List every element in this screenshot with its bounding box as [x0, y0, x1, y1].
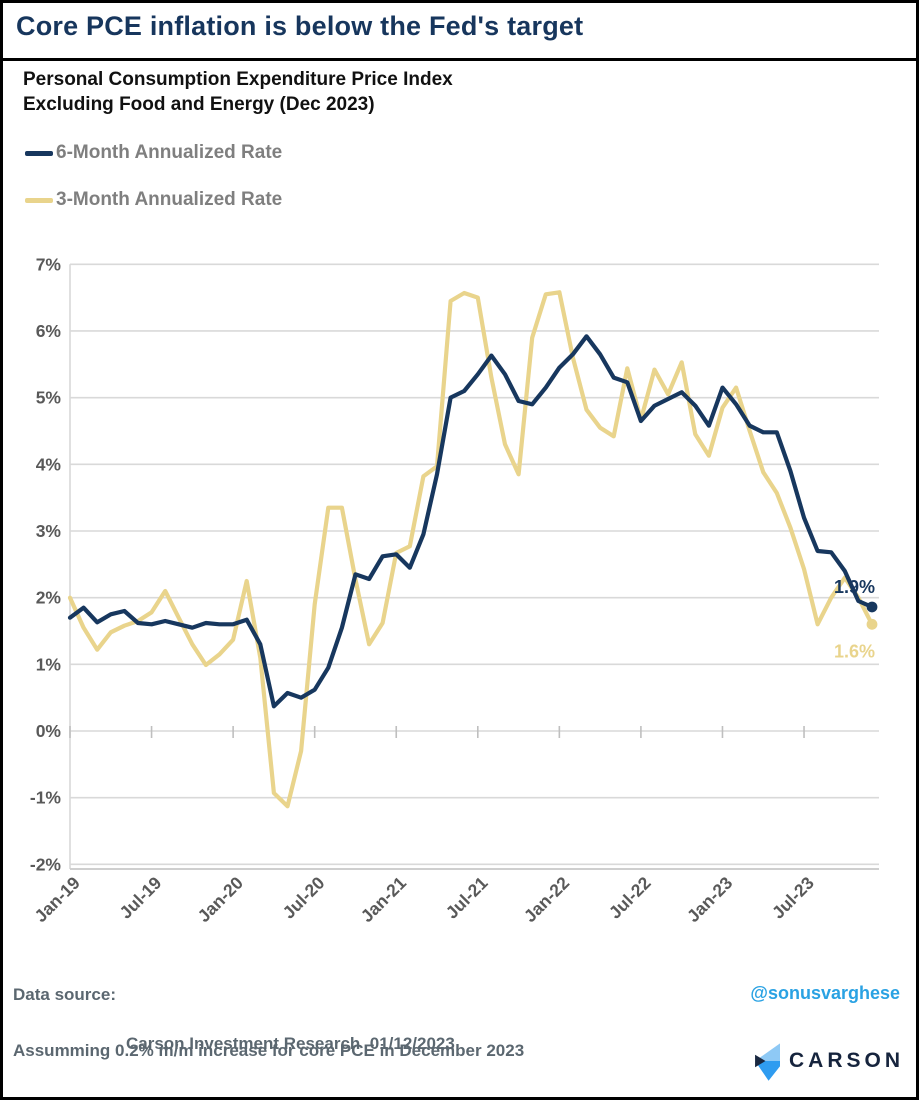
carson-logo: CARSON: [753, 1041, 904, 1081]
y-axis-label: 1%: [36, 654, 62, 674]
data-source-label: Data source:: [13, 985, 116, 1004]
data-source-line-1: Carson Investment Research 01/12/2023: [125, 1034, 455, 1054]
y-axis-label: 2%: [36, 588, 62, 608]
x-axis-label: Jul-19: [115, 872, 165, 922]
six-month-line-swatch: [25, 150, 53, 156]
x-axis-label: Jan-22: [520, 873, 574, 927]
series-end-label: 1.6%: [834, 641, 875, 661]
x-axis-label: Jan-19: [30, 873, 84, 927]
six-month-line: [67, 334, 875, 709]
legend-label: 6-Month Annualized Rate: [56, 142, 283, 163]
y-axis-label: -2%: [30, 854, 62, 874]
x-axis-label: Jan-21: [357, 873, 411, 927]
legend-label: 3-Month Annualized Rate: [56, 189, 283, 210]
three-month-line: [67, 290, 875, 809]
series-end-dot: [866, 618, 878, 630]
x-axis-label: Jul-21: [442, 872, 492, 922]
y-axis-label: 5%: [36, 388, 62, 408]
data-source: Data source: Carson Investment Research …: [13, 983, 455, 1097]
x-axis-label: Jul-22: [605, 872, 655, 922]
y-axis-label: 7%: [36, 254, 62, 274]
legend: 6-Month Annualized Rate 3-Month Annualiz…: [25, 141, 282, 235]
carson-logo-icon: [755, 1043, 780, 1081]
y-axis-label: 3%: [36, 521, 62, 541]
carson-logo-text: CARSON: [788, 1049, 904, 1072]
x-axis-label: Jan-23: [683, 873, 737, 927]
subtitle-line-1: Personal Consumption Expenditure Price I…: [23, 69, 453, 90]
y-axis-label: -1%: [30, 788, 62, 808]
series-end-label: 1.9%: [834, 577, 875, 597]
y-axis-label: 4%: [36, 454, 62, 474]
x-axis-label: Jul-23: [768, 872, 818, 922]
three-month-line-swatch: [25, 197, 53, 203]
data-source-value: Carson Investment Research 01/12/2023 FR…: [125, 983, 455, 1097]
y-axis-label: 6%: [36, 321, 62, 341]
assumption-note: Assumming 0.2% m/m increase for core PCE…: [13, 1041, 525, 1060]
chart-subtitle: Personal Consumption Expenditure Price I…: [23, 67, 723, 117]
x-axis-label: Jul-20: [279, 872, 329, 922]
title-divider: [3, 58, 916, 61]
chart-canvas: -2% -1% 0% 1% 2% 3% 4% 5% 6% 7% Jan-19 Jul-19 Jan-20…: [30, 254, 879, 927]
x-axis-label: Jan-20: [194, 873, 248, 927]
line-chart: -2% -1% 0% 1% 2% 3% 4% 5% 6% 7% Jan-19 Jul-19 Jan-20…: [3, 243, 916, 963]
y-axis-label: 0%: [36, 721, 62, 741]
legend-item-6-month: 6-Month Annualized Rate: [25, 141, 282, 165]
page-title: Core PCE inflation is below the Fed's ta…: [16, 11, 584, 41]
subtitle-line-2: Excluding Food and Energy (Dec 2023): [23, 94, 375, 116]
legend-item-3-month: 3-Month Annualized Rate: [25, 188, 282, 212]
twitter-handle: @sonusvarghese: [750, 983, 900, 1003]
series-end-dot: [866, 601, 878, 613]
